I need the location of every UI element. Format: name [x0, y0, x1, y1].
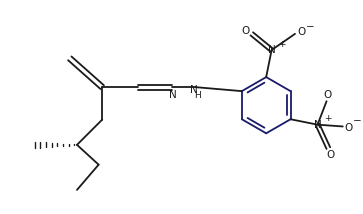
- Text: O: O: [323, 90, 332, 100]
- Text: −: −: [353, 116, 362, 126]
- Text: +: +: [278, 40, 285, 49]
- Text: −: −: [306, 22, 314, 32]
- Text: N: N: [169, 90, 176, 100]
- Text: O: O: [344, 123, 352, 132]
- Text: +: +: [324, 114, 331, 123]
- Text: N: N: [190, 85, 198, 95]
- Text: O: O: [241, 26, 249, 36]
- Text: H: H: [194, 91, 201, 100]
- Text: N: N: [314, 120, 321, 130]
- Text: O: O: [326, 150, 334, 160]
- Text: N: N: [268, 45, 276, 55]
- Text: O: O: [297, 27, 306, 37]
